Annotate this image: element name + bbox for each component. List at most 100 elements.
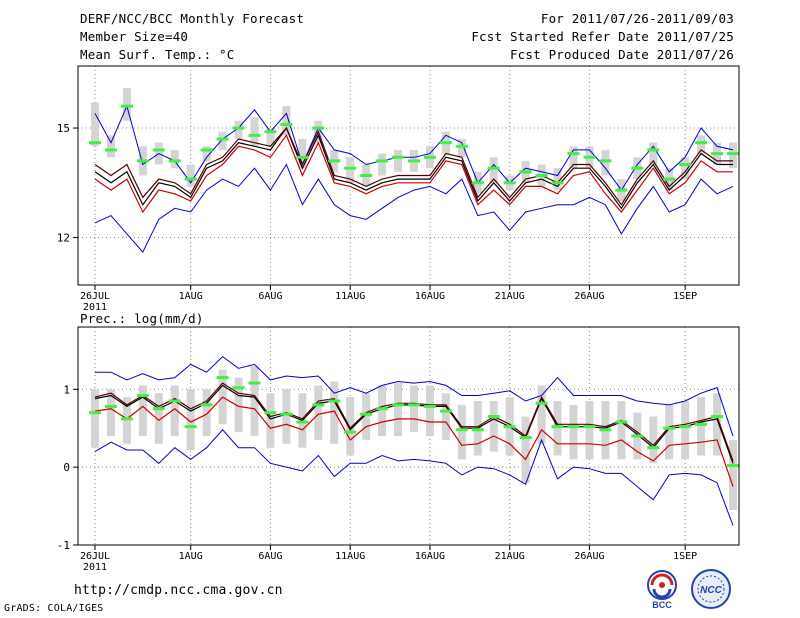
prec-spread-box <box>170 385 179 436</box>
prec-median-marker <box>647 446 660 450</box>
prec-spread-box <box>617 400 626 460</box>
prec-median-marker <box>727 464 739 468</box>
temp-spread-box <box>601 149 610 176</box>
prec-spread-box <box>713 393 722 456</box>
prec-median-marker <box>567 425 580 429</box>
temp-median-marker <box>136 159 149 163</box>
prec-median-marker <box>695 422 708 426</box>
temp-upper-line <box>94 104 734 191</box>
temp-median-marker <box>647 148 660 152</box>
temp-spread-box <box>186 164 195 187</box>
prec-spread-box <box>362 393 371 440</box>
prec-median-marker <box>599 428 612 432</box>
temperature-panel: 26JUL 1AUG 6AUG 11AUG 16AUG 21AUG 26AUG 1SEP 201… <box>57 65 740 313</box>
temp-spread-box <box>681 157 690 180</box>
temp-median-marker <box>89 141 101 145</box>
temp-mean-line <box>94 126 733 210</box>
temp-median-marker <box>120 104 133 108</box>
prec-median-marker <box>120 417 133 421</box>
fcst-produced-date: Fcst Produced Date 2011/07/26 <box>509 47 734 62</box>
prec-median-marker <box>216 376 229 380</box>
prec-median-marker <box>487 415 500 419</box>
prec-spread-box <box>665 404 674 460</box>
temp-median-marker <box>663 177 676 181</box>
ncc-logo: NCC <box>691 569 731 609</box>
prec-median-marker <box>344 430 357 434</box>
prec-year-label: 2011 <box>83 562 107 573</box>
temp-median-marker <box>551 181 564 185</box>
prec-spread-box <box>266 393 275 448</box>
prec-spread-box <box>346 397 355 456</box>
temp-median-marker <box>519 170 532 174</box>
prec-median-marker <box>679 425 692 429</box>
temp-median-marker <box>328 159 341 163</box>
prec-median-marker <box>471 428 484 432</box>
temp-spread-box <box>122 87 131 121</box>
temp-median-marker <box>615 188 628 192</box>
temp-median-marker <box>503 181 516 185</box>
prec-spread-box <box>410 385 418 433</box>
temp-spread-box <box>457 139 466 158</box>
prec-x-tick-label: 26JUL <box>80 551 110 562</box>
temp-spread-box <box>394 149 403 172</box>
temp-spread-box <box>91 102 99 147</box>
prec-y-tick-label: 0 <box>63 461 70 474</box>
temp-median-marker <box>216 137 229 141</box>
prec-spread-box <box>154 393 163 444</box>
prec-x-tick-label: 26AUG <box>574 551 604 562</box>
prec-median-marker <box>408 403 420 407</box>
prec-median-marker <box>264 411 277 415</box>
prec-median-marker <box>296 420 309 424</box>
temp-lower-line <box>94 163 734 253</box>
temp-median-marker <box>344 166 357 170</box>
temp-second-line <box>94 134 733 214</box>
bcc-logo: BCC <box>647 570 677 610</box>
temp-median-marker <box>184 177 197 181</box>
prec-median-marker <box>503 425 516 429</box>
temp-spread-box <box>170 149 179 169</box>
prec-spread-box <box>91 389 99 448</box>
temp-x-tick-label: 26AUG <box>574 291 604 302</box>
prec-spread-box <box>729 439 737 510</box>
prec-spread-box <box>537 385 546 444</box>
temp-median-marker <box>567 152 580 156</box>
temp-median-marker <box>695 141 708 145</box>
prec-median-marker <box>312 403 325 407</box>
prec-median-marker <box>89 411 101 415</box>
prec-spread-box <box>106 389 115 436</box>
prec-median-marker <box>104 404 117 408</box>
temp-median-marker <box>376 159 389 163</box>
temp-median-marker <box>711 152 724 156</box>
prec-spread-box <box>314 385 323 440</box>
temp-median-marker <box>535 174 548 177</box>
temp-spread-box <box>489 157 498 183</box>
temp-median-marker <box>152 148 165 152</box>
temp-x-tick-label: 6AUG <box>258 291 282 302</box>
temp-x-tick-label: 1SEP <box>673 291 697 302</box>
temp-median-marker <box>168 159 181 163</box>
temp-median-marker <box>583 155 596 159</box>
prec-x-tick-label: 16AUG <box>415 551 445 562</box>
temp-median-marker <box>232 126 245 130</box>
temp-median-marker <box>599 159 612 163</box>
prec-second-line <box>94 396 734 487</box>
prec-x-tick-label: 6AUG <box>258 551 282 562</box>
temp-spread-box <box>346 157 355 183</box>
temp-median-marker <box>423 155 436 159</box>
fcst-started-date: Fcst Started Refer Date 2011/07/25 <box>471 29 734 44</box>
temp-spread-box <box>266 128 275 147</box>
temp-x-tick-label: 11AUG <box>335 291 365 302</box>
temp-median-marker <box>200 148 213 152</box>
prec-median-marker <box>376 407 389 411</box>
temp-spread-box <box>378 153 387 176</box>
prec-spread-box <box>234 377 243 433</box>
temp-plot-frame <box>77 65 740 286</box>
prec-median-marker <box>360 412 373 416</box>
temp-median-marker <box>439 141 452 145</box>
member-size: Member Size=40 <box>80 29 189 44</box>
grads-credit: GrADS: COLA/IGES <box>4 603 104 614</box>
prec-median-marker <box>631 434 644 438</box>
prec-median-marker <box>711 415 724 419</box>
prec-spread-box <box>681 400 690 460</box>
